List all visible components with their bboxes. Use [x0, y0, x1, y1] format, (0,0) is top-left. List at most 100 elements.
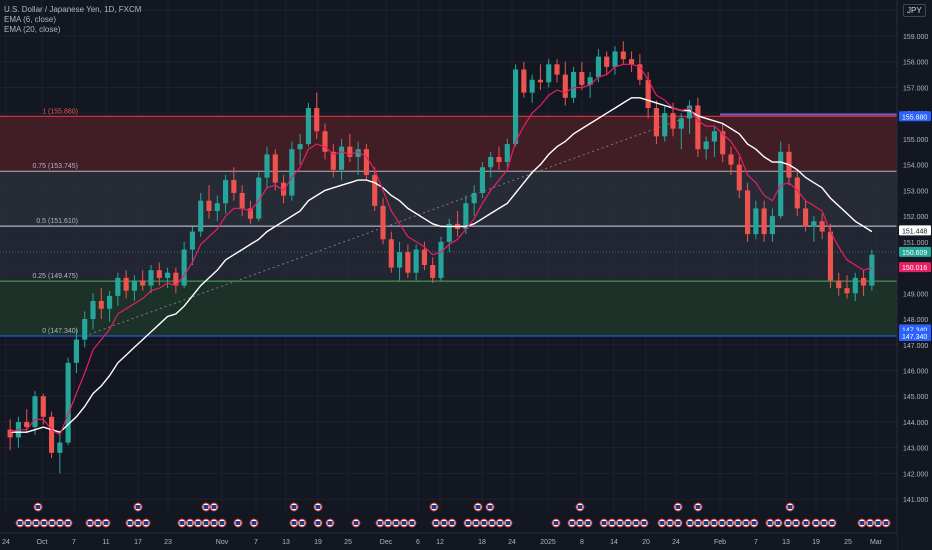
event-flag-icon — [785, 502, 795, 512]
time-tick-label: 12 — [436, 539, 444, 546]
event-flag-icon — [233, 518, 243, 528]
time-axis[interactable]: 24 Oct 7 11 17 23 Nov 7 13 19 25 Dec 6 12 18 24 2025 8 14 2… — [0, 532, 897, 550]
candle-body — [40, 396, 46, 417]
ema20-legend[interactable]: EMA (20, close) — [4, 25, 61, 34]
event-flag-detail — [431, 505, 437, 509]
time-tick-label: 6 — [416, 539, 420, 546]
time-tick-label: 24 — [2, 539, 10, 546]
event-flag-detail — [291, 505, 297, 509]
event-flag-icon — [85, 518, 95, 528]
event-flag-icon — [133, 502, 143, 512]
price-tick-label: 158.000 — [903, 60, 928, 67]
event-flag-detail — [735, 521, 741, 525]
event-flag-detail — [475, 505, 481, 509]
event-flag-detail — [465, 521, 471, 525]
event-flag-icon — [375, 518, 385, 528]
candle-body — [156, 270, 162, 278]
event-flag-icon — [623, 518, 633, 528]
event-flag-detail — [577, 521, 583, 525]
symbol-title[interactable]: U.S. Dollar / Japanese Yen, 1D, FXCM — [4, 5, 142, 14]
time-tick-label: 20 — [642, 539, 650, 546]
candle-body — [819, 221, 825, 232]
event-flag-icon — [567, 518, 577, 528]
event-flag-detail — [641, 521, 647, 525]
candle-body — [73, 339, 79, 363]
candle-body — [496, 156, 502, 163]
event-flag-detail — [401, 521, 407, 525]
event-flag-icon — [177, 518, 187, 528]
economic-events[interactable] — [15, 502, 891, 528]
event-flag-icon — [201, 518, 211, 528]
time-tick-label: 14 — [610, 539, 618, 546]
candle-body — [653, 108, 659, 137]
event-flag-detail — [659, 521, 665, 525]
event-flag-icon — [47, 518, 57, 528]
event-flag-detail — [719, 521, 725, 525]
price-tick-label: 153.000 — [903, 188, 928, 195]
candle-body — [189, 231, 195, 250]
event-flag-detail — [219, 521, 225, 525]
time-tick-label: Feb — [714, 539, 726, 546]
event-flag-icon — [749, 518, 759, 528]
event-flag-icon — [857, 518, 867, 528]
candle-body — [281, 182, 287, 196]
time-tick-label: 11 — [102, 539, 109, 546]
event-flag-detail — [675, 521, 681, 525]
event-flag-icon — [289, 502, 299, 512]
candle-body — [579, 72, 585, 85]
event-flag-icon — [185, 518, 195, 528]
candle-body — [247, 208, 253, 219]
event-flag-detail — [787, 505, 793, 509]
event-flag-detail — [143, 521, 149, 525]
ema6-legend[interactable]: EMA (6, close) — [4, 15, 57, 24]
candle-body — [256, 177, 262, 219]
event-flag-detail — [315, 505, 321, 509]
candle-body — [745, 190, 751, 235]
event-flag-detail — [449, 521, 455, 525]
event-flag-icon — [673, 502, 683, 512]
price-axis[interactable]: 141.000 142.000 143.000 144.000 145.000 146.0… — [896, 0, 932, 550]
event-flag-icon — [479, 518, 489, 528]
price-label-box — [899, 262, 931, 273]
time-tick-label: 25 — [844, 539, 852, 546]
ema6-line[interactable] — [9, 63, 873, 436]
candle-body — [339, 146, 345, 170]
event-flag-icon — [607, 518, 617, 528]
time-tick-label: 13 — [782, 539, 790, 546]
event-flag-icon — [693, 518, 703, 528]
event-flag-detail — [393, 521, 399, 525]
candle-body — [98, 301, 104, 309]
event-flag-icon — [701, 518, 711, 528]
fib-trend-line[interactable] — [84, 115, 690, 337]
event-flag-detail — [135, 521, 141, 525]
event-flag-icon — [873, 518, 883, 528]
event-flag-icon — [209, 518, 219, 528]
time-tick-label: 7 — [754, 539, 758, 546]
candle-body — [297, 144, 303, 150]
event-flag-icon — [665, 518, 675, 528]
event-flag-detail — [211, 505, 217, 509]
event-flag-detail — [859, 521, 865, 525]
event-flag-icon — [741, 518, 751, 528]
candle-body — [463, 203, 469, 229]
event-flag-detail — [95, 521, 101, 525]
candle-body — [82, 319, 88, 340]
candle-body — [571, 72, 577, 98]
time-tick-label: 7 — [254, 539, 258, 546]
event-flag-detail — [617, 521, 623, 525]
event-flag-detail — [775, 521, 781, 525]
ema20-line[interactable] — [10, 97, 873, 433]
price-tick-label: 155.000 — [903, 137, 928, 144]
candle-body — [305, 108, 311, 145]
event-flag-detail — [687, 521, 693, 525]
event-flag-detail — [785, 521, 791, 525]
currency-label[interactable]: JPY — [903, 4, 926, 17]
chart-legend: U.S. Dollar / Japanese Yen, 1D, FXCM EMA… — [4, 5, 141, 35]
event-flag-detail — [179, 521, 185, 525]
price-label-box — [899, 225, 931, 236]
event-flag-detail — [601, 521, 607, 525]
time-tick-label: 24 — [508, 539, 516, 546]
event-flag-icon — [733, 518, 743, 528]
event-flag-icon — [693, 502, 703, 512]
